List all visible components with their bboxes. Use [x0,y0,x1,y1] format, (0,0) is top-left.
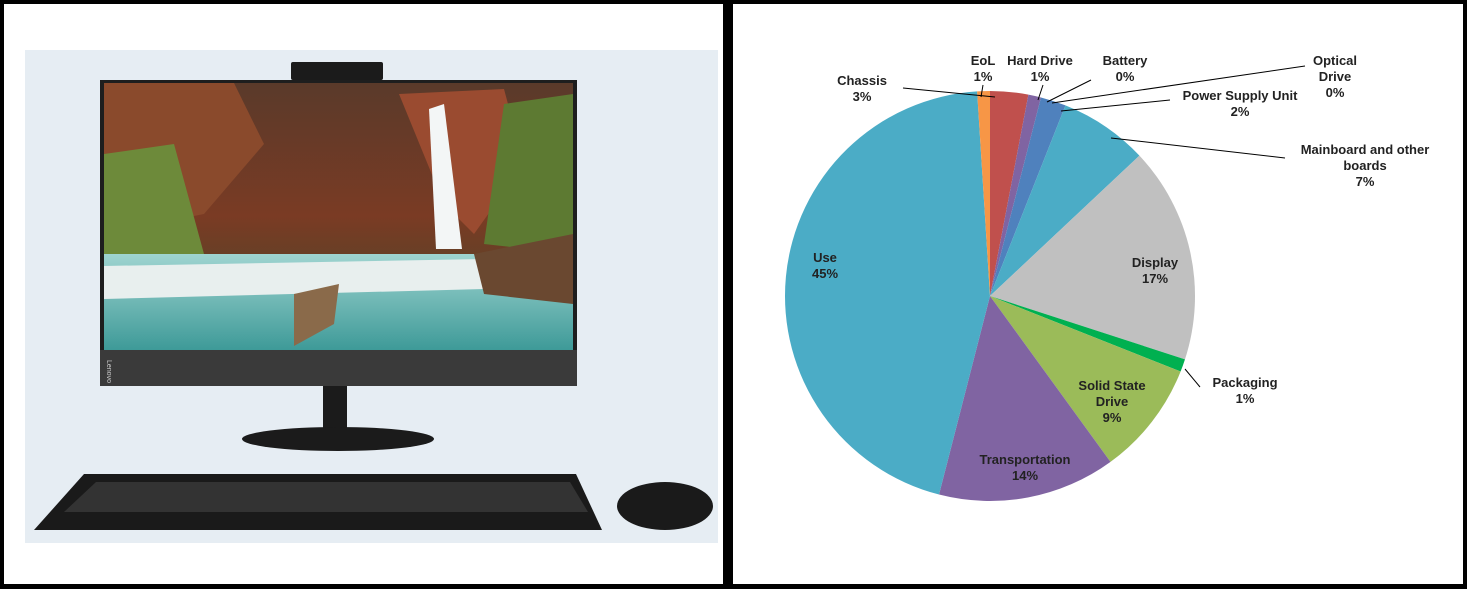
slice-category: Mainboard and other boards [1285,142,1445,174]
slice-category: Packaging [1200,375,1290,391]
slice-category: Chassis [822,73,902,89]
slice-value: 0% [1090,69,1160,85]
slice-category: Display [1115,255,1195,271]
slice-value: 1% [963,69,1003,85]
slice-value: 7% [1285,174,1445,190]
slice-category: Battery [1090,53,1160,69]
slice-category: Use [795,250,855,266]
product-photo: Lenovo [4,4,723,584]
slice-category: Solid State Drive [1067,378,1157,410]
product-photo-panel: Lenovo [4,4,723,584]
slice-value: 3% [822,89,902,105]
slice-value: 9% [1067,410,1157,426]
slice-value: 1% [1000,69,1080,85]
slice-category: Transportation [965,452,1085,468]
brand-text: Lenovo [105,360,112,383]
page: Lenovo Chassis3%Hard Drive1%Battery0%Opt… [0,0,1467,588]
slice-category: Power Supply Unit [1165,88,1315,104]
leader-line [1061,100,1170,111]
slice-value: 45% [795,266,855,282]
slice-category: Optical Drive [1305,53,1365,85]
slice-value: 14% [965,468,1085,484]
slice-value: 17% [1115,271,1195,287]
stand-base [242,427,434,451]
slice-category: Hard Drive [1000,53,1080,69]
mouse [617,482,713,530]
slice-value: 2% [1165,104,1315,120]
leader-line [1185,369,1200,387]
slice-value: 1% [1200,391,1290,407]
keyboard-keys [64,482,588,512]
webcam [291,62,383,80]
stand-neck [323,386,347,430]
slice-category: EoL [963,53,1003,69]
monitor-chin [100,350,577,386]
